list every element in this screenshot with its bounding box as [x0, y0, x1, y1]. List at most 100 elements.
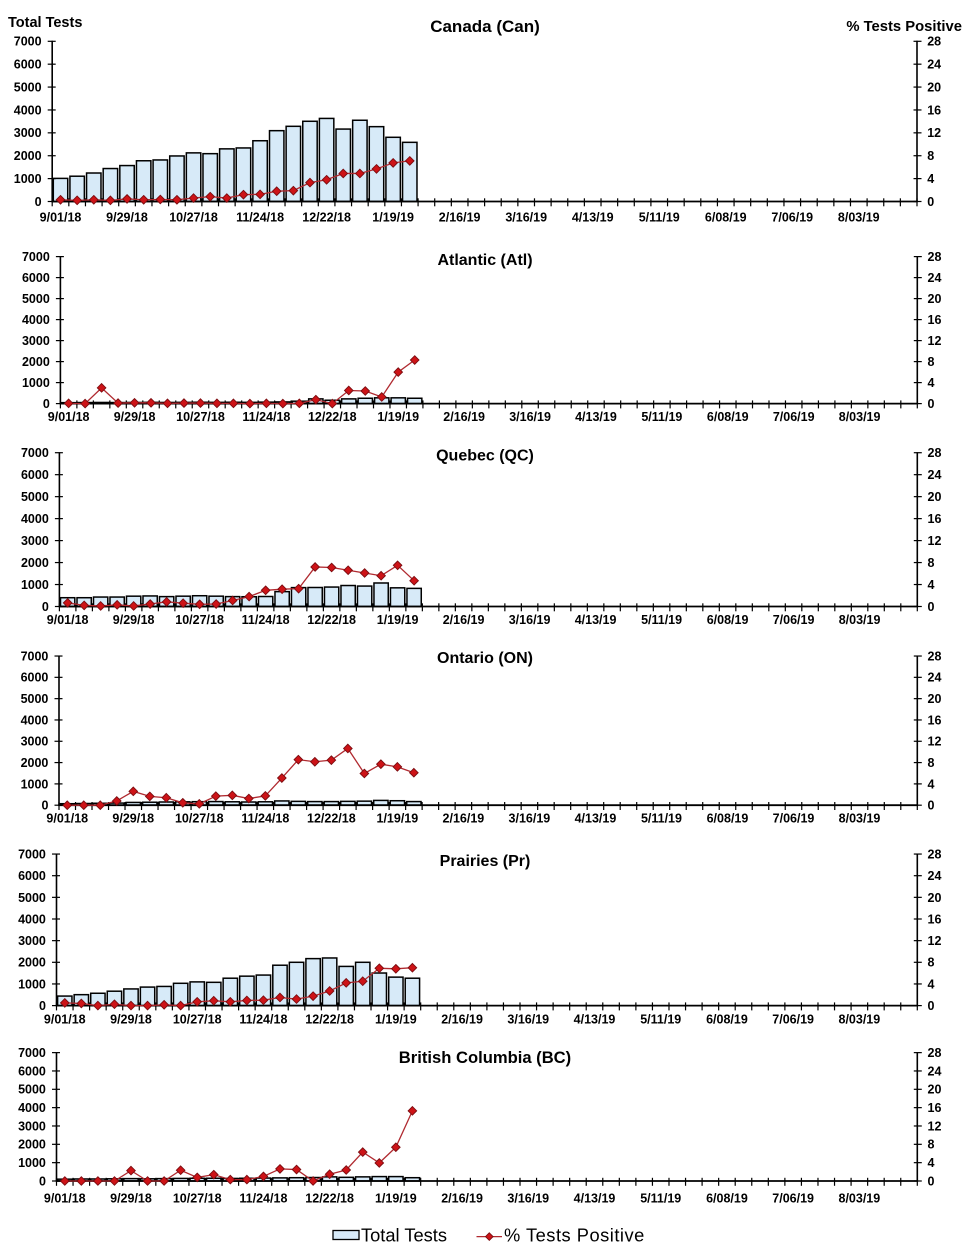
svg-text:3/16/19: 3/16/19 [509, 613, 551, 627]
svg-text:3/16/19: 3/16/19 [507, 1192, 549, 1206]
svg-text:16: 16 [928, 713, 942, 727]
svg-text:Total Tests: Total Tests [361, 1225, 447, 1246]
svg-text:7000: 7000 [21, 649, 49, 663]
svg-text:4000: 4000 [22, 313, 50, 327]
svg-text:11/24/18: 11/24/18 [239, 1192, 287, 1206]
svg-text:12: 12 [928, 1119, 942, 1133]
svg-text:4: 4 [928, 376, 935, 390]
svg-text:6/08/19: 6/08/19 [706, 1012, 748, 1026]
svg-text:10/27/18: 10/27/18 [175, 613, 224, 627]
svg-text:7/06/19: 7/06/19 [772, 1192, 814, 1206]
svg-text:20: 20 [928, 891, 942, 905]
svg-text:7/06/19: 7/06/19 [773, 613, 815, 627]
svg-text:12: 12 [927, 126, 941, 140]
svg-text:9/01/18: 9/01/18 [44, 1012, 86, 1026]
svg-text:2000: 2000 [22, 355, 50, 369]
svg-text:8/03/19: 8/03/19 [839, 1012, 881, 1026]
svg-text:7000: 7000 [21, 446, 49, 460]
svg-text:0: 0 [41, 799, 48, 813]
svg-text:3000: 3000 [21, 534, 49, 548]
svg-text:28: 28 [928, 446, 942, 460]
svg-text:16: 16 [928, 313, 942, 327]
svg-text:8: 8 [928, 1138, 935, 1152]
svg-text:1000: 1000 [14, 172, 42, 186]
svg-text:8/03/19: 8/03/19 [839, 613, 881, 627]
svg-text:7000: 7000 [18, 847, 46, 861]
svg-text:8/03/19: 8/03/19 [838, 211, 880, 225]
svg-text:9/01/18: 9/01/18 [47, 613, 89, 627]
svg-text:2/16/19: 2/16/19 [441, 1192, 483, 1206]
svg-text:0: 0 [39, 1174, 46, 1188]
svg-text:8: 8 [928, 355, 935, 369]
svg-text:5/11/19: 5/11/19 [640, 1012, 681, 1026]
svg-text:3/16/19: 3/16/19 [507, 1012, 549, 1026]
svg-text:11/24/18: 11/24/18 [241, 812, 289, 826]
svg-text:10/27/18: 10/27/18 [176, 410, 225, 424]
svg-text:3000: 3000 [21, 735, 49, 749]
svg-text:20: 20 [928, 292, 942, 306]
svg-text:6/08/19: 6/08/19 [705, 211, 747, 225]
svg-text:28: 28 [928, 1046, 942, 1060]
svg-text:% Tests Positive: % Tests Positive [846, 19, 962, 35]
svg-text:8: 8 [927, 149, 934, 163]
svg-text:2/16/19: 2/16/19 [443, 410, 485, 424]
svg-text:2000: 2000 [18, 1138, 46, 1152]
svg-text:0: 0 [928, 999, 935, 1013]
svg-text:24: 24 [928, 671, 942, 685]
svg-text:8: 8 [928, 956, 935, 970]
svg-text:5000: 5000 [21, 692, 49, 706]
svg-text:British Columbia (BC): British Columbia (BC) [399, 1048, 571, 1067]
svg-text:28: 28 [927, 35, 941, 49]
svg-text:0: 0 [39, 999, 46, 1013]
svg-text:6000: 6000 [18, 1064, 46, 1078]
svg-text:7000: 7000 [22, 250, 50, 264]
svg-text:4/13/19: 4/13/19 [575, 812, 617, 826]
svg-text:10/27/18: 10/27/18 [173, 1012, 222, 1026]
svg-text:4: 4 [928, 777, 935, 791]
svg-text:9/29/18: 9/29/18 [110, 1012, 152, 1026]
svg-text:2000: 2000 [18, 956, 46, 970]
svg-text:12: 12 [928, 334, 942, 348]
svg-text:Ontario (ON): Ontario (ON) [437, 650, 533, 667]
svg-text:4000: 4000 [18, 912, 46, 926]
svg-text:Total Tests: Total Tests [8, 15, 82, 31]
svg-text:1/19/19: 1/19/19 [375, 1012, 417, 1026]
svg-text:20: 20 [928, 1083, 942, 1097]
svg-text:4/13/19: 4/13/19 [575, 613, 617, 627]
svg-text:6/08/19: 6/08/19 [707, 812, 749, 826]
svg-text:Atlantic (Atl): Atlantic (Atl) [437, 252, 532, 269]
svg-text:1000: 1000 [21, 777, 49, 791]
svg-text:6000: 6000 [21, 671, 49, 685]
svg-text:6000: 6000 [22, 271, 50, 285]
svg-text:24: 24 [928, 468, 942, 482]
svg-text:6000: 6000 [14, 58, 42, 72]
svg-text:4/13/19: 4/13/19 [574, 1012, 616, 1026]
svg-text:6/08/19: 6/08/19 [707, 613, 749, 627]
svg-text:5/11/19: 5/11/19 [641, 812, 682, 826]
svg-text:3000: 3000 [22, 334, 50, 348]
svg-text:0: 0 [927, 195, 934, 209]
svg-text:4/13/19: 4/13/19 [572, 211, 614, 225]
svg-text:10/27/18: 10/27/18 [169, 211, 218, 225]
svg-text:5/11/19: 5/11/19 [641, 613, 682, 627]
svg-text:5000: 5000 [14, 80, 42, 94]
svg-text:11/24/18: 11/24/18 [236, 211, 284, 225]
svg-text:1000: 1000 [18, 977, 46, 991]
svg-text:5/11/19: 5/11/19 [640, 1192, 681, 1206]
svg-text:% Tests Positive: % Tests Positive [504, 1225, 645, 1246]
svg-text:3000: 3000 [14, 126, 42, 140]
svg-text:4: 4 [927, 172, 934, 186]
svg-text:0: 0 [35, 195, 42, 209]
svg-text:1000: 1000 [22, 376, 50, 390]
svg-text:4: 4 [928, 578, 935, 592]
svg-text:0: 0 [928, 799, 935, 813]
svg-text:7000: 7000 [14, 35, 42, 49]
svg-text:10/27/18: 10/27/18 [173, 1192, 222, 1206]
svg-text:9/29/18: 9/29/18 [110, 1192, 152, 1206]
svg-text:8: 8 [928, 556, 935, 570]
svg-text:20: 20 [928, 490, 942, 504]
svg-text:0: 0 [43, 397, 50, 411]
svg-text:12: 12 [928, 735, 942, 749]
svg-text:4/13/19: 4/13/19 [575, 410, 617, 424]
svg-text:0: 0 [928, 1174, 935, 1188]
